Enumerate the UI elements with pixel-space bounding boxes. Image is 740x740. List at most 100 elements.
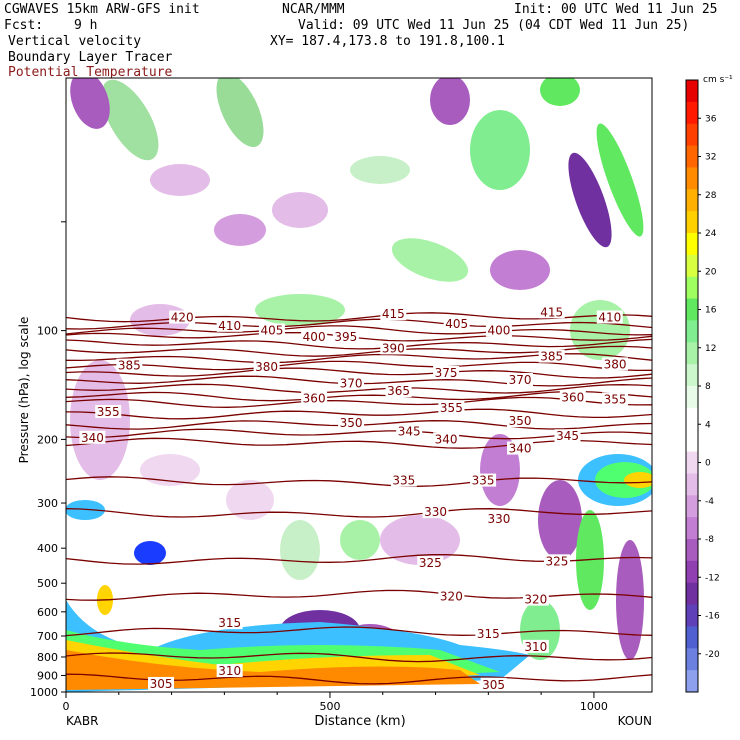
y-tick-label: 600: [37, 606, 58, 619]
colorbar-swatch: [686, 560, 698, 584]
theta-contour-355: [66, 408, 652, 420]
downdraft-blob: [150, 164, 210, 196]
contour-label: 400: [303, 330, 326, 344]
contour-label: 330: [424, 505, 447, 519]
colorbar-swatch: [686, 211, 698, 234]
boundary-layer-tracer: [66, 500, 105, 520]
downdraft-blob: [490, 250, 550, 290]
downdraft-blob: [70, 360, 130, 480]
contour-label: 405: [445, 317, 468, 331]
contour-label: 380: [604, 357, 627, 371]
colorbar-swatch: [686, 364, 698, 387]
contour-label: 415: [382, 307, 405, 321]
updraft-blob: [340, 520, 380, 560]
colorbar-swatch: [686, 342, 698, 365]
organization: NCAR/MMM: [282, 2, 345, 17]
velocity-field: [66, 78, 652, 692]
theta-contour-345: [66, 428, 652, 440]
contour-label: 395: [334, 330, 357, 344]
endpoint-left: KABR: [66, 714, 98, 728]
contour-label: 335: [472, 474, 495, 488]
downdraft-blob: [616, 540, 644, 660]
colorbar-swatch: [686, 604, 698, 627]
contour-label-bg: [507, 414, 534, 428]
contour-label: 350: [340, 416, 363, 430]
theta-contour-405: [66, 331, 652, 342]
contour-label-bg: [438, 589, 465, 603]
contour-label: 325: [546, 554, 569, 568]
updraft-blob: [391, 238, 469, 282]
contour-label: 375: [435, 366, 458, 380]
init-time: Init: 00 UTC Wed 11 Jun 25: [514, 2, 718, 17]
contour-label-bg: [538, 305, 565, 319]
contour-label-bg: [480, 677, 507, 691]
colorbar-label: -20: [705, 650, 720, 660]
contour-label: 330: [487, 512, 510, 526]
colorbar-swatch: [686, 473, 698, 496]
colorbar-swatch: [686, 80, 698, 103]
contour-label-bg: [538, 349, 565, 363]
downdraft-blob: [226, 480, 274, 520]
colorbar-swatch: [686, 451, 698, 474]
contour-label: 310: [218, 664, 241, 678]
colorbar-units: cm s⁻¹: [703, 75, 733, 85]
updraft-blob: [350, 156, 410, 184]
contour-label-bg: [148, 676, 175, 690]
theta-contour-labels: 420 410 405 400 395 415 405 400 415 410 385 380 390 3…: [79, 305, 629, 692]
theta-contour-315: [66, 626, 652, 637]
contour-label: 350: [509, 414, 532, 428]
colorbar-swatch: [686, 407, 698, 431]
contour-label-bg: [390, 473, 417, 487]
contour-label: 405: [260, 324, 283, 338]
contour-label: 340: [81, 431, 104, 445]
theta-contour-380: [66, 367, 652, 379]
updraft-blob: [540, 78, 580, 106]
contour-label-bg: [338, 415, 365, 429]
theta-contour-415: [66, 318, 652, 330]
colorbar-swatch: [686, 145, 698, 168]
theta-contour-340: [66, 437, 652, 449]
contour-label: 365: [387, 384, 410, 398]
contour-label: 420: [171, 311, 194, 325]
downdraft-blob: [272, 192, 328, 228]
colorbar-label: -4: [705, 497, 714, 507]
contour-label-bg: [475, 626, 502, 640]
contour-label: 380: [255, 360, 278, 374]
contour-label: 360: [303, 391, 326, 405]
contour-label: 355: [604, 392, 627, 406]
y-tick-label: 300: [37, 497, 58, 510]
y-axis: 100 200 300 400 500 600 700 800 900 1000: [30, 221, 66, 699]
contour-label-bg: [422, 505, 449, 519]
updraft-blob: [596, 123, 644, 237]
contour-label: 335: [392, 474, 415, 488]
contour-label-bg: [338, 376, 365, 390]
colorbar-label: 24: [705, 229, 717, 239]
y-tick-label: 1000: [30, 686, 58, 699]
contour-label: 355: [440, 401, 463, 415]
contour-label: 415: [540, 305, 563, 319]
colorbar-swatch: [686, 626, 698, 649]
theta-contour-360: [66, 396, 652, 408]
contour-label-bg: [380, 341, 407, 355]
colorbar-swatch: [686, 582, 698, 606]
downdraft-blob: [140, 454, 200, 486]
colorbar-label: 12: [705, 344, 716, 354]
theta-contour-400: [66, 338, 652, 350]
boundary-layer-tracer: [595, 462, 652, 498]
contour-label-bg: [559, 390, 586, 404]
y-tick-label: 400: [37, 542, 58, 555]
colorbar-label: 20: [705, 267, 717, 277]
updraft-blob: [470, 110, 530, 190]
contour-label-bg: [332, 329, 359, 343]
colorbar-swatch: [686, 101, 698, 125]
model-title: CGWAVES 15km ARW-GFS init: [4, 2, 200, 17]
contour-label: 325: [419, 556, 442, 570]
downdraft-blob: [70, 78, 110, 129]
theta-contour-320: [66, 589, 652, 601]
contour-label-bg: [95, 405, 122, 419]
theta-contour-335: [66, 476, 652, 487]
contour-label: 320: [524, 593, 547, 607]
x-axis: 0 500 1000: [63, 692, 608, 713]
colorbar-label: -12: [705, 573, 720, 583]
